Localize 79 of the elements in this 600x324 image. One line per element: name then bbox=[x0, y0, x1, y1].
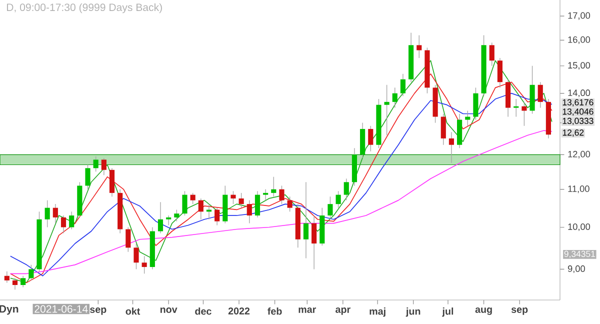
candlestick bbox=[246, 200, 252, 224]
candlestick bbox=[328, 196, 333, 220]
y-tick-label: 11,00 bbox=[568, 186, 590, 194]
candlestick bbox=[198, 198, 204, 220]
candlestick bbox=[174, 209, 180, 222]
x-tick-label: feb bbox=[268, 308, 282, 315]
x-tick-label: 2022 bbox=[228, 308, 250, 314]
candlestick bbox=[60, 215, 66, 234]
candlestick bbox=[190, 192, 196, 204]
candlestick bbox=[214, 207, 220, 226]
y-tick-label: 17,00 bbox=[568, 12, 590, 20]
y-tick-label: 9,00 bbox=[568, 265, 585, 273]
candlestick bbox=[448, 132, 454, 164]
y-tick-label: 10,00 bbox=[568, 223, 590, 232]
candlestick bbox=[368, 126, 374, 152]
x-tick-label: apr bbox=[336, 308, 350, 315]
y-tick-label: 15,00 bbox=[568, 62, 590, 70]
candlestick bbox=[52, 204, 58, 224]
chart-title: D, 09:00-17:30 (9999 Days Back) bbox=[6, 3, 162, 14]
x-tick-label: jun bbox=[406, 308, 420, 317]
candlestick bbox=[93, 156, 98, 172]
candlestick bbox=[522, 102, 527, 126]
x-tick-label: sep bbox=[511, 308, 528, 315]
x-tick-label: mar bbox=[298, 308, 316, 313]
candlestick bbox=[538, 82, 543, 108]
candlestick bbox=[28, 264, 34, 281]
x-tick-label: okt bbox=[126, 308, 140, 315]
text: 9,34351 bbox=[564, 250, 595, 258]
candlestick bbox=[497, 58, 503, 88]
candlestick bbox=[101, 158, 106, 176]
candlestick bbox=[238, 192, 244, 208]
candlestick bbox=[230, 190, 236, 204]
candlestick bbox=[287, 196, 292, 212]
candlestick bbox=[465, 110, 470, 126]
candlestick bbox=[4, 271, 10, 284]
candlestick bbox=[206, 204, 212, 220]
candlestick bbox=[263, 188, 268, 201]
candlestick bbox=[182, 190, 188, 216]
candlestick bbox=[514, 98, 519, 118]
candlestick bbox=[85, 164, 90, 190]
x-tick-label: sep bbox=[90, 308, 106, 315]
candlestick bbox=[384, 84, 390, 136]
candlestick bbox=[279, 185, 284, 204]
candlestick bbox=[20, 276, 26, 288]
text: 2021-06-14 bbox=[34, 305, 88, 313]
annotation: 13,0333 bbox=[562, 118, 594, 126]
x-tick-label: aug bbox=[475, 308, 492, 315]
candlestick bbox=[416, 34, 422, 58]
candlestick bbox=[166, 215, 172, 226]
annotation: 13,4046 bbox=[562, 108, 594, 116]
annotation: 13,6176 bbox=[562, 99, 594, 106]
candlestick bbox=[134, 243, 139, 270]
candlestick bbox=[44, 200, 50, 228]
candlestick bbox=[440, 113, 446, 146]
text: Dyn bbox=[0, 305, 18, 315]
candlestick bbox=[12, 278, 18, 290]
candlestick bbox=[303, 182, 309, 259]
x-tick-label: dec bbox=[195, 308, 212, 315]
candlestick bbox=[400, 74, 406, 97]
candlestick bbox=[392, 87, 398, 108]
candlestick bbox=[126, 226, 131, 252]
x-tick-label: nov bbox=[160, 308, 178, 313]
candlestick bbox=[142, 256, 147, 274]
candlestick bbox=[344, 178, 349, 201]
candlestick bbox=[473, 87, 478, 120]
x-tick-label: jul bbox=[442, 308, 454, 317]
candlestick bbox=[69, 211, 74, 230]
candlestick bbox=[254, 190, 260, 218]
candlestick bbox=[336, 190, 341, 208]
candlestick bbox=[489, 42, 494, 66]
candlestick bbox=[109, 168, 115, 197]
annotation: 12,62 bbox=[562, 130, 584, 137]
x-tick-label: maj bbox=[370, 308, 386, 317]
candlestick bbox=[312, 215, 317, 270]
y-tick-label: 14,00 bbox=[568, 90, 590, 98]
candlestick bbox=[158, 202, 164, 234]
y-tick-label: 12,00 bbox=[568, 150, 590, 158]
candlestick bbox=[271, 176, 276, 197]
y-tick-label: 16,00 bbox=[568, 36, 590, 44]
